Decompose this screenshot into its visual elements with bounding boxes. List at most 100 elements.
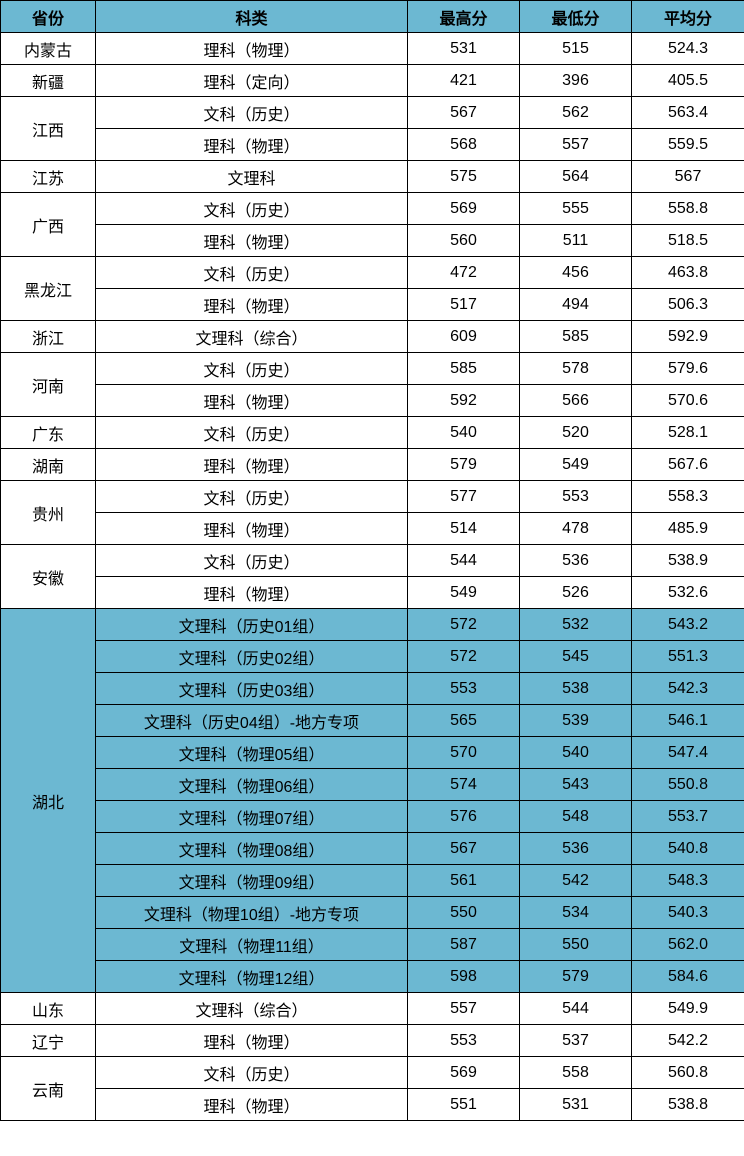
cell-min: 526 (520, 577, 632, 609)
cell-avg: 546.1 (632, 705, 744, 737)
cell-subject: 理科（物理） (96, 129, 408, 161)
col-subject: 科类 (96, 1, 408, 33)
cell-province: 江苏 (1, 161, 96, 193)
cell-max: 585 (408, 353, 520, 385)
cell-min: 456 (520, 257, 632, 289)
cell-min: 532 (520, 609, 632, 641)
cell-subject: 文理科（综合） (96, 993, 408, 1025)
cell-subject: 理科（物理） (96, 449, 408, 481)
table-row: 文理科（历史02组）572545551.3 (1, 641, 744, 673)
cell-avg: 524.3 (632, 33, 744, 65)
cell-avg: 548.3 (632, 865, 744, 897)
cell-avg: 570.6 (632, 385, 744, 417)
table-row: 内蒙古理科（物理）531515524.3 (1, 33, 744, 65)
cell-subject: 文科（历史） (96, 353, 408, 385)
cell-max: 550 (408, 897, 520, 929)
cell-province: 广东 (1, 417, 96, 449)
cell-max: 551 (408, 1089, 520, 1121)
cell-min: 543 (520, 769, 632, 801)
cell-subject: 文理科（物理07组） (96, 801, 408, 833)
cell-max: 574 (408, 769, 520, 801)
cell-avg: 558.3 (632, 481, 744, 513)
table-row: 安徽文科（历史）544536538.9 (1, 545, 744, 577)
cell-avg: 567 (632, 161, 744, 193)
cell-province: 湖南 (1, 449, 96, 481)
cell-min: 579 (520, 961, 632, 993)
cell-subject: 文科（历史） (96, 257, 408, 289)
cell-avg: 532.6 (632, 577, 744, 609)
cell-subject: 文理科（物理08组） (96, 833, 408, 865)
cell-avg: 558.8 (632, 193, 744, 225)
cell-min: 557 (520, 129, 632, 161)
cell-min: 538 (520, 673, 632, 705)
cell-max: 572 (408, 641, 520, 673)
cell-min: 548 (520, 801, 632, 833)
table-row: 文理科（物理09组）561542548.3 (1, 865, 744, 897)
cell-min: 553 (520, 481, 632, 513)
cell-avg: 553.7 (632, 801, 744, 833)
cell-subject: 理科（定向） (96, 65, 408, 97)
cell-avg: 559.5 (632, 129, 744, 161)
cell-max: 553 (408, 1025, 520, 1057)
cell-province: 贵州 (1, 481, 96, 545)
col-max: 最高分 (408, 1, 520, 33)
col-avg: 平均分 (632, 1, 744, 33)
cell-max: 575 (408, 161, 520, 193)
table-row: 江西文科（历史）567562563.4 (1, 97, 744, 129)
cell-subject: 理科（物理） (96, 385, 408, 417)
cell-province: 湖北 (1, 609, 96, 993)
cell-avg: 584.6 (632, 961, 744, 993)
cell-subject: 理科（物理） (96, 33, 408, 65)
cell-min: 545 (520, 641, 632, 673)
cell-min: 540 (520, 737, 632, 769)
cell-subject: 理科（物理） (96, 577, 408, 609)
cell-max: 572 (408, 609, 520, 641)
cell-avg: 563.4 (632, 97, 744, 129)
cell-avg: 485.9 (632, 513, 744, 545)
cell-avg: 560.8 (632, 1057, 744, 1089)
cell-province: 内蒙古 (1, 33, 96, 65)
cell-min: 558 (520, 1057, 632, 1089)
table-row: 理科（物理）517494506.3 (1, 289, 744, 321)
table-row: 湖北文理科（历史01组）572532543.2 (1, 609, 744, 641)
cell-avg: 538.8 (632, 1089, 744, 1121)
cell-subject: 理科（物理） (96, 289, 408, 321)
cell-min: 537 (520, 1025, 632, 1057)
cell-max: 514 (408, 513, 520, 545)
cell-min: 539 (520, 705, 632, 737)
cell-min: 536 (520, 833, 632, 865)
table-row: 河南文科（历史）585578579.6 (1, 353, 744, 385)
table-row: 辽宁理科（物理）553537542.2 (1, 1025, 744, 1057)
scores-table: 省份 科类 最高分 最低分 平均分 内蒙古理科（物理）531515524.3新疆… (0, 0, 744, 1121)
cell-avg: 542.2 (632, 1025, 744, 1057)
cell-max: 587 (408, 929, 520, 961)
cell-min: 564 (520, 161, 632, 193)
table-row: 浙江文理科（综合）609585592.9 (1, 321, 744, 353)
table-row: 广东文科（历史）540520528.1 (1, 417, 744, 449)
cell-max: 569 (408, 193, 520, 225)
col-min: 最低分 (520, 1, 632, 33)
cell-max: 592 (408, 385, 520, 417)
cell-province: 江西 (1, 97, 96, 161)
cell-min: 578 (520, 353, 632, 385)
table-row: 理科（物理）560511518.5 (1, 225, 744, 257)
cell-min: 536 (520, 545, 632, 577)
table-row: 广西文科（历史）569555558.8 (1, 193, 744, 225)
cell-subject: 文科（历史） (96, 545, 408, 577)
cell-subject: 文科（历史） (96, 193, 408, 225)
cell-province: 辽宁 (1, 1025, 96, 1057)
cell-max: 567 (408, 833, 520, 865)
cell-avg: 540.8 (632, 833, 744, 865)
cell-province: 广西 (1, 193, 96, 257)
cell-subject: 文理科（综合） (96, 321, 408, 353)
cell-subject: 理科（物理） (96, 225, 408, 257)
cell-max: 598 (408, 961, 520, 993)
table-row: 理科（物理）592566570.6 (1, 385, 744, 417)
cell-avg: 562.0 (632, 929, 744, 961)
table-row: 文理科（物理12组）598579584.6 (1, 961, 744, 993)
cell-min: 396 (520, 65, 632, 97)
table-row: 理科（物理）551531538.8 (1, 1089, 744, 1121)
cell-min: 478 (520, 513, 632, 545)
table-row: 江苏文理科575564567 (1, 161, 744, 193)
cell-min: 511 (520, 225, 632, 257)
